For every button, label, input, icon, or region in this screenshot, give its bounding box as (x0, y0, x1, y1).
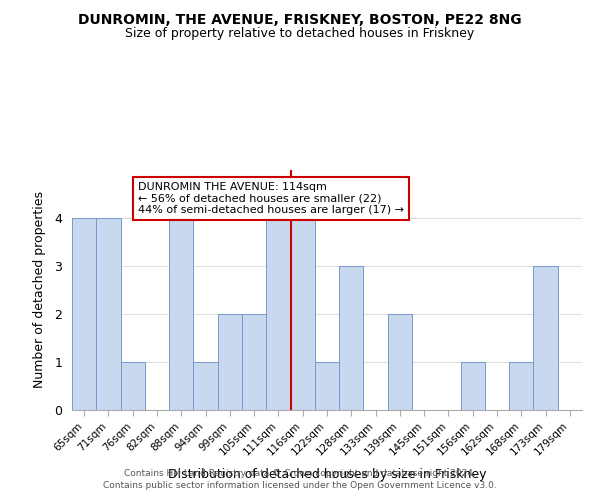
Bar (388, 314, 412, 410)
Bar (169, 218, 193, 410)
Text: DUNROMIN THE AVENUE: 114sqm
← 56% of detached houses are smaller (22)
44% of sem: DUNROMIN THE AVENUE: 114sqm ← 56% of det… (137, 182, 404, 215)
Bar (290, 218, 315, 410)
Text: DUNROMIN, THE AVENUE, FRISKNEY, BOSTON, PE22 8NG: DUNROMIN, THE AVENUE, FRISKNEY, BOSTON, … (78, 12, 522, 26)
Text: Size of property relative to detached houses in Friskney: Size of property relative to detached ho… (125, 28, 475, 40)
Bar (533, 266, 558, 410)
Bar (72, 218, 96, 410)
Bar (315, 362, 339, 410)
Bar (121, 362, 145, 410)
Bar (461, 362, 485, 410)
Text: Contains public sector information licensed under the Open Government Licence v3: Contains public sector information licen… (103, 481, 497, 490)
X-axis label: Distribution of detached houses by size in Friskney: Distribution of detached houses by size … (168, 468, 486, 481)
Bar (242, 314, 266, 410)
Bar (266, 218, 290, 410)
Bar (193, 362, 218, 410)
Bar (96, 218, 121, 410)
Text: Contains HM Land Registry data © Crown copyright and database right 2024.: Contains HM Land Registry data © Crown c… (124, 468, 476, 477)
Bar (509, 362, 533, 410)
Bar (339, 266, 364, 410)
Y-axis label: Number of detached properties: Number of detached properties (33, 192, 46, 388)
Bar (218, 314, 242, 410)
